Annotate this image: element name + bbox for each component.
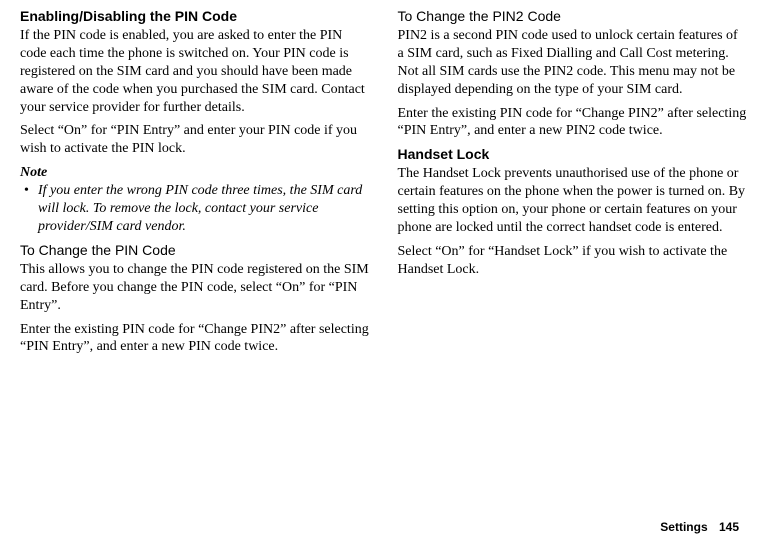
paragraph: PIN2 is a second PIN code used to unlock…: [398, 27, 748, 99]
right-column: To Change the PIN2 Code PIN2 is a second…: [384, 8, 748, 552]
heading-handset-lock: Handset Lock: [398, 146, 748, 164]
note-list: If you enter the wrong PIN code three ti…: [20, 182, 370, 236]
heading-enabling-pin: Enabling/Disabling the PIN Code: [20, 8, 370, 26]
footer-label: Settings: [660, 520, 707, 534]
paragraph: The Handset Lock prevents unauthorised u…: [398, 165, 748, 237]
footer-page-number: 145: [719, 520, 739, 534]
paragraph: Select “On” for “Handset Lock” if you wi…: [398, 243, 748, 279]
paragraph: Enter the existing PIN code for “Change …: [20, 321, 370, 357]
note-item: If you enter the wrong PIN code three ti…: [38, 182, 370, 236]
page-footer: Settings 145: [660, 520, 739, 534]
heading-change-pin2: To Change the PIN2 Code: [398, 8, 748, 26]
paragraph: If the PIN code is enabled, you are aske…: [20, 27, 370, 117]
paragraph: Enter the existing PIN code for “Change …: [398, 105, 748, 141]
paragraph: This allows you to change the PIN code r…: [20, 261, 370, 315]
paragraph: Select “On” for “PIN Entry” and enter yo…: [20, 122, 370, 158]
left-column: Enabling/Disabling the PIN Code If the P…: [20, 8, 384, 552]
heading-change-pin: To Change the PIN Code: [20, 242, 370, 260]
note-label: Note: [20, 164, 370, 182]
